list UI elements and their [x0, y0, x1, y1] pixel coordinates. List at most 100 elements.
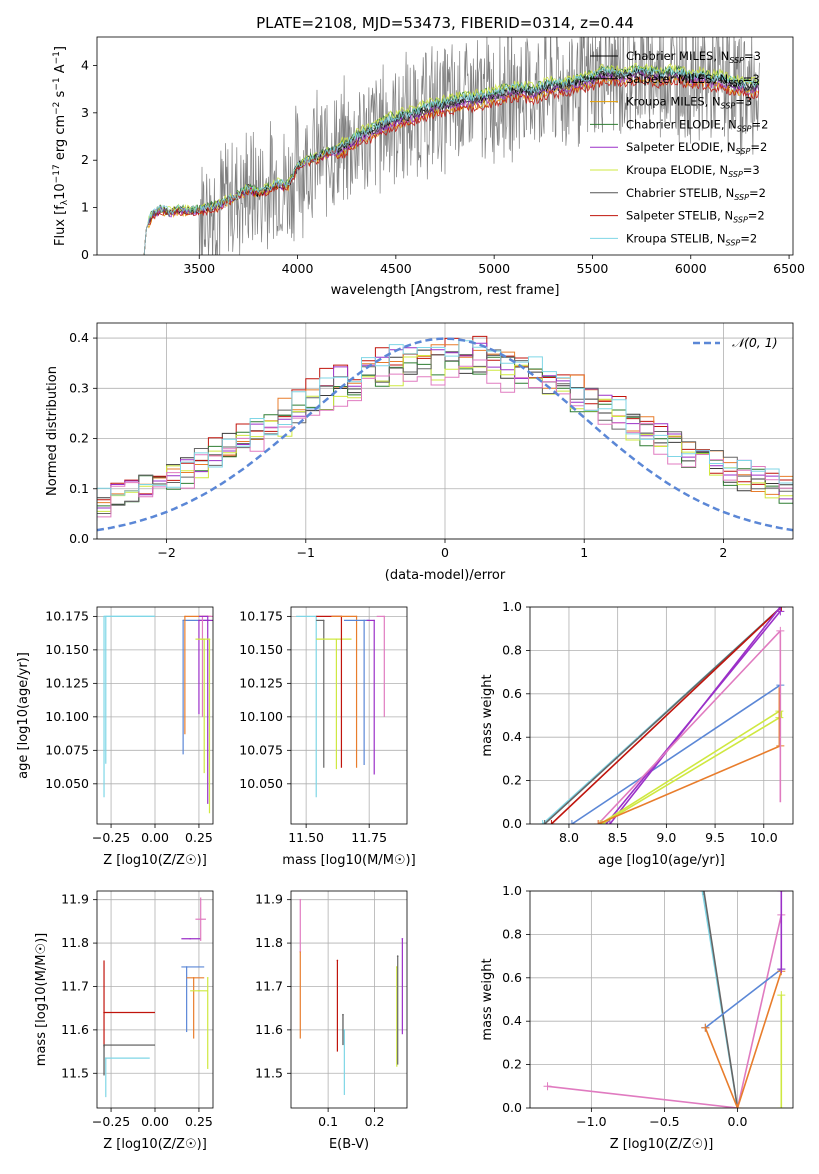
- panel-xtick-label: −1.0: [576, 1114, 606, 1129]
- panel-xtick-label: 8.5: [608, 830, 628, 845]
- legend-text: =2: [748, 209, 765, 223]
- plus-marker: [594, 820, 603, 824]
- data-point: [363, 619, 365, 622]
- plus-marker: [698, 891, 707, 895]
- panel-ytick-label: 0.0: [502, 816, 522, 831]
- spectrum-legend-label: Kroupa ELODIE, NSSP=3: [626, 163, 760, 179]
- panel-ytick-label: 1.0: [502, 599, 522, 614]
- spectrum-ylabel-part: −1: [52, 51, 62, 64]
- plus-marker: [777, 1104, 786, 1108]
- mass-weight-line: [547, 914, 783, 1108]
- panel-gridlines: [97, 891, 213, 1108]
- spectrum-panel: PLATE=2108, MJD=53473, FIBERID=0314, z=0…: [52, 14, 805, 298]
- panel-xlabel: Z [log10(Z/Z☉)]: [103, 853, 207, 868]
- data-point: [208, 638, 211, 640]
- panel-axes-frame: [290, 890, 408, 1109]
- mass-weight-line: [599, 710, 780, 824]
- data-point: [322, 619, 325, 622]
- legend-subscript: SSP: [737, 124, 752, 133]
- panel-ytick-label: 0.2: [502, 773, 522, 788]
- data-point: [184, 615, 186, 618]
- legend-text: Chabrier ELODIE, N: [626, 117, 737, 131]
- legend-subscript: SSP: [736, 147, 751, 156]
- panel-xlabel: Z [log10(Z/Z☉)]: [610, 1137, 714, 1152]
- panel-ytick-label: 10.125: [239, 675, 283, 690]
- plus-marker: [540, 820, 549, 824]
- panel-xtick-label: 10.0: [750, 830, 778, 845]
- panel-gridlines: [97, 607, 213, 824]
- spectrum-legend-label: Salpeter MILES, NSSP=3: [626, 72, 760, 88]
- panel-ytick-label: 11.8: [61, 935, 89, 950]
- panel-xlabel: Z [log10(Z/Z☉)]: [103, 1137, 207, 1152]
- plus-marker: [596, 820, 605, 824]
- panel-ylabel: mass weight: [480, 958, 495, 1040]
- legend-text: Kroupa ELODIE, N: [626, 163, 728, 177]
- data-point: [335, 638, 338, 640]
- plus-marker: [538, 820, 547, 824]
- data-point: [383, 615, 386, 618]
- data-point: [355, 615, 358, 618]
- residual-ticks: −2 −1 0 1 2 0.0 0.1 0.2 0.3 0.4: [69, 330, 727, 560]
- legend-text: =3: [743, 163, 760, 177]
- plus-marker: [699, 891, 708, 895]
- data-point: [206, 977, 209, 979]
- data-point: [189, 937, 191, 940]
- residual-panel: −2 −1 0 1 2 0.0 0.1 0.2 0.3 0.4 (data-model)/erro…: [45, 322, 794, 583]
- panel-ytick-label: 11.7: [61, 978, 89, 993]
- legend-text: Salpeter ELODIE, N: [626, 140, 736, 154]
- spectrum-ytick-label: 3: [81, 105, 89, 120]
- plus-marker: [605, 820, 614, 824]
- panel-ytick-label: 10.050: [239, 776, 283, 791]
- panel-ytick-label: 10.100: [45, 709, 89, 724]
- panel-ytick-label: 0.6: [502, 686, 522, 701]
- panel-xtick-label: −0.25: [92, 830, 130, 845]
- data-point: [182, 619, 184, 622]
- legend-text: =2: [750, 140, 767, 154]
- panel-series: [103, 897, 209, 1098]
- legend-text: =2: [740, 231, 757, 245]
- spectrum-data-line: [143, 37, 760, 255]
- legend-text: =3: [744, 49, 761, 63]
- spectrum-axes-frame: [96, 36, 794, 256]
- data-point: [185, 966, 188, 968]
- mass-weight-line: [704, 971, 783, 1108]
- data-point: [198, 619, 200, 622]
- spectrum-ylabel-part: A: [53, 64, 68, 77]
- panel-xtick-label: 0.25: [185, 1114, 213, 1129]
- panel-ytick-label: 10.150: [45, 642, 89, 657]
- panel-axes-frame: [529, 606, 794, 825]
- age-vs-mass-panel: 11.50 11.75 10.050 10.075 10.100 10.125 10.150…: [239, 606, 416, 868]
- panel-series: [299, 898, 404, 1095]
- plus-marker: [777, 607, 786, 611]
- spectrum-legend-label: Kroupa STELIB, NSSP=2: [626, 231, 757, 247]
- data-point: [206, 615, 209, 618]
- panel-ytick-label: 11.8: [255, 935, 283, 950]
- spectrum-ylabel-part: Flux [f: [53, 205, 68, 246]
- spectrum-xtick-label: 4000: [282, 261, 314, 276]
- legend-subscript: SSP: [733, 216, 748, 225]
- panel-ytick-label: 10.100: [239, 709, 283, 724]
- residual-xlabel: (data-model)/error: [385, 568, 506, 583]
- residual-xtick-label: 2: [719, 545, 727, 560]
- legend-text: =2: [752, 117, 769, 131]
- normal-reference-curve: [97, 337, 793, 532]
- spectrum-xtick-label: 5000: [478, 261, 510, 276]
- panel-xtick-label: −0.25: [92, 1114, 130, 1129]
- panel-xlabel: mass [log10(M/M☉)]: [282, 853, 415, 868]
- spectrum-xtick-label: 4500: [380, 261, 412, 276]
- residual-ytick-label: 0.3: [69, 380, 89, 395]
- spectrum-ylabel-part: erg cm: [53, 115, 68, 164]
- plus-marker: [776, 607, 785, 611]
- plus-marker: [547, 820, 556, 824]
- spectrum-xtick-label: 3500: [183, 261, 215, 276]
- panel-ytick-label: 11.5: [255, 1065, 283, 1080]
- spectrum-xlabel: wavelength [Angstrom, rest frame]: [331, 283, 560, 298]
- panel-xtick-label: 0.25: [185, 830, 213, 845]
- panel-ytick-label: 0.0: [502, 1100, 522, 1115]
- panel-series: [543, 891, 786, 1108]
- panel-ytick-label: 0.8: [502, 926, 522, 941]
- panel-ytick-label: 0.6: [502, 970, 522, 985]
- spectrum-legend-label: Salpeter ELODIE, NSSP=2: [626, 140, 767, 156]
- spectrum-ylabel-part: −17: [52, 164, 62, 183]
- legend-text: Salpeter MILES, N: [626, 72, 728, 86]
